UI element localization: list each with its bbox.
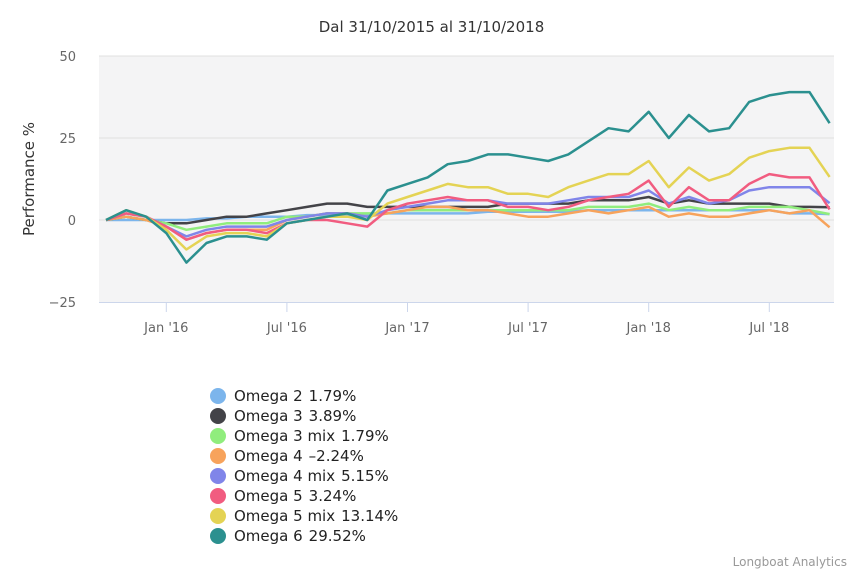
legend-item-omega-5[interactable]: Omega 5 3.24% xyxy=(210,486,398,506)
legend-marker-icon xyxy=(210,488,226,504)
y-tick-label: 50 xyxy=(59,50,76,65)
legend-value: 5.15% xyxy=(341,467,389,485)
legend-label: Omega 4 mix xyxy=(234,467,336,485)
x-tick-label: Jan '16 xyxy=(143,321,188,336)
chart-title: Dal 31/10/2015 al 31/10/2018 xyxy=(318,18,545,36)
series-line-omega-5 xyxy=(105,172,831,241)
y-tick-label: −25 xyxy=(49,296,76,311)
legend-label: Omega 5 xyxy=(234,487,303,505)
legend: Omega 2 1.79% Omega 3 3.89% Omega 3 mix 1.79%… xyxy=(210,386,398,546)
legend-value: 3.89% xyxy=(308,407,357,425)
x-tick-label: Jul '17 xyxy=(507,321,548,336)
y-tick-label: 25 xyxy=(59,132,76,147)
legend-value: 3.24% xyxy=(308,487,357,505)
x-tick-label: Jan '17 xyxy=(384,321,429,336)
legend-label: Omega 6 xyxy=(234,527,303,545)
legend-value: –2.24% xyxy=(308,447,364,465)
legend-item-omega-4[interactable]: Omega 4 –2.24% xyxy=(210,446,398,466)
legend-label: Omega 4 xyxy=(234,447,303,465)
legend-marker-icon xyxy=(210,388,226,404)
legend-marker-icon xyxy=(210,448,226,464)
credit-link[interactable]: Longboat Analytics xyxy=(732,555,847,569)
legend-value: 1.79% xyxy=(308,387,357,405)
legend-marker-icon xyxy=(210,468,226,484)
series-line-omega-5-mix xyxy=(105,146,831,251)
legend-item-omega-6[interactable]: Omega 6 29.52% xyxy=(210,526,398,546)
series-line-omega-6 xyxy=(105,90,831,264)
legend-item-omega-3[interactable]: Omega 3 3.89% xyxy=(210,406,398,426)
legend-item-omega-3-mix[interactable]: Omega 3 mix 1.79% xyxy=(210,426,398,446)
plot-area xyxy=(99,56,834,302)
legend-item-omega-5-mix[interactable]: Omega 5 mix 13.14% xyxy=(210,506,398,526)
legend-label: Omega 3 xyxy=(234,407,303,425)
legend-marker-icon xyxy=(210,408,226,424)
legend-label: Omega 2 xyxy=(234,387,303,405)
legend-item-omega-2[interactable]: Omega 2 1.79% xyxy=(210,386,398,406)
x-tick-label: Jul '18 xyxy=(748,321,789,336)
legend-value: 1.79% xyxy=(341,427,389,445)
legend-marker-icon xyxy=(210,428,226,444)
legend-item-omega-4-mix[interactable]: Omega 4 mix 5.15% xyxy=(210,466,398,486)
legend-value: 13.14% xyxy=(341,507,399,525)
legend-marker-icon xyxy=(210,528,226,544)
x-tick-label: Jan '18 xyxy=(626,321,671,336)
y-tick-label: 0 xyxy=(68,214,76,229)
legend-label: Omega 5 mix xyxy=(234,507,336,525)
legend-label: Omega 3 mix xyxy=(234,427,336,445)
y-axis-title: Performance % xyxy=(20,122,38,236)
legend-value: 29.52% xyxy=(308,527,366,545)
x-tick-label: Jul '16 xyxy=(266,321,307,336)
legend-marker-icon xyxy=(210,508,226,524)
